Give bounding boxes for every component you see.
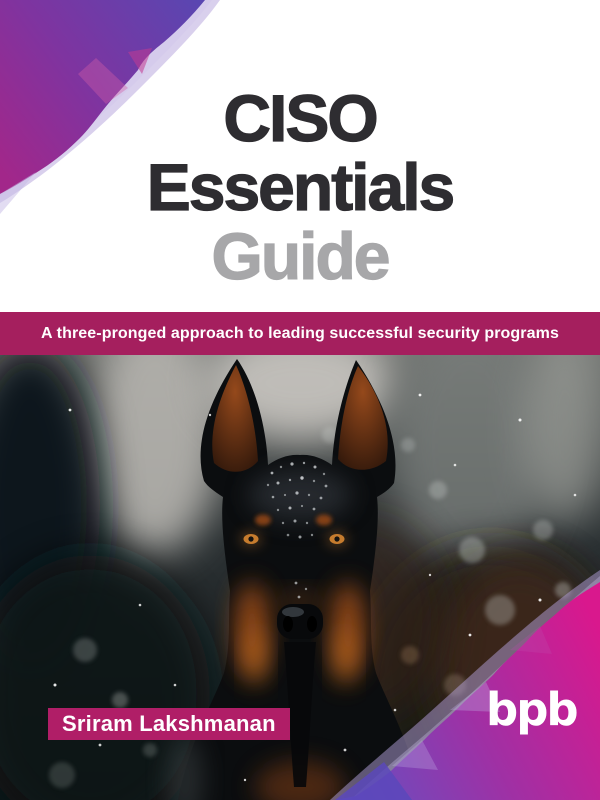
author-name-badge: Sriram Lakshmanan — [48, 708, 290, 740]
title-line-ciso: CISO — [223, 81, 380, 155]
title-line-essentials: Essentials — [146, 150, 456, 224]
title-line-guide: Guide — [211, 219, 391, 293]
publisher-logo: bpb — [486, 683, 579, 736]
subtitle-banner: A three-pronged approach to leading succ… — [0, 312, 600, 355]
book-title: CISO Essentials Guide — [0, 81, 600, 293]
